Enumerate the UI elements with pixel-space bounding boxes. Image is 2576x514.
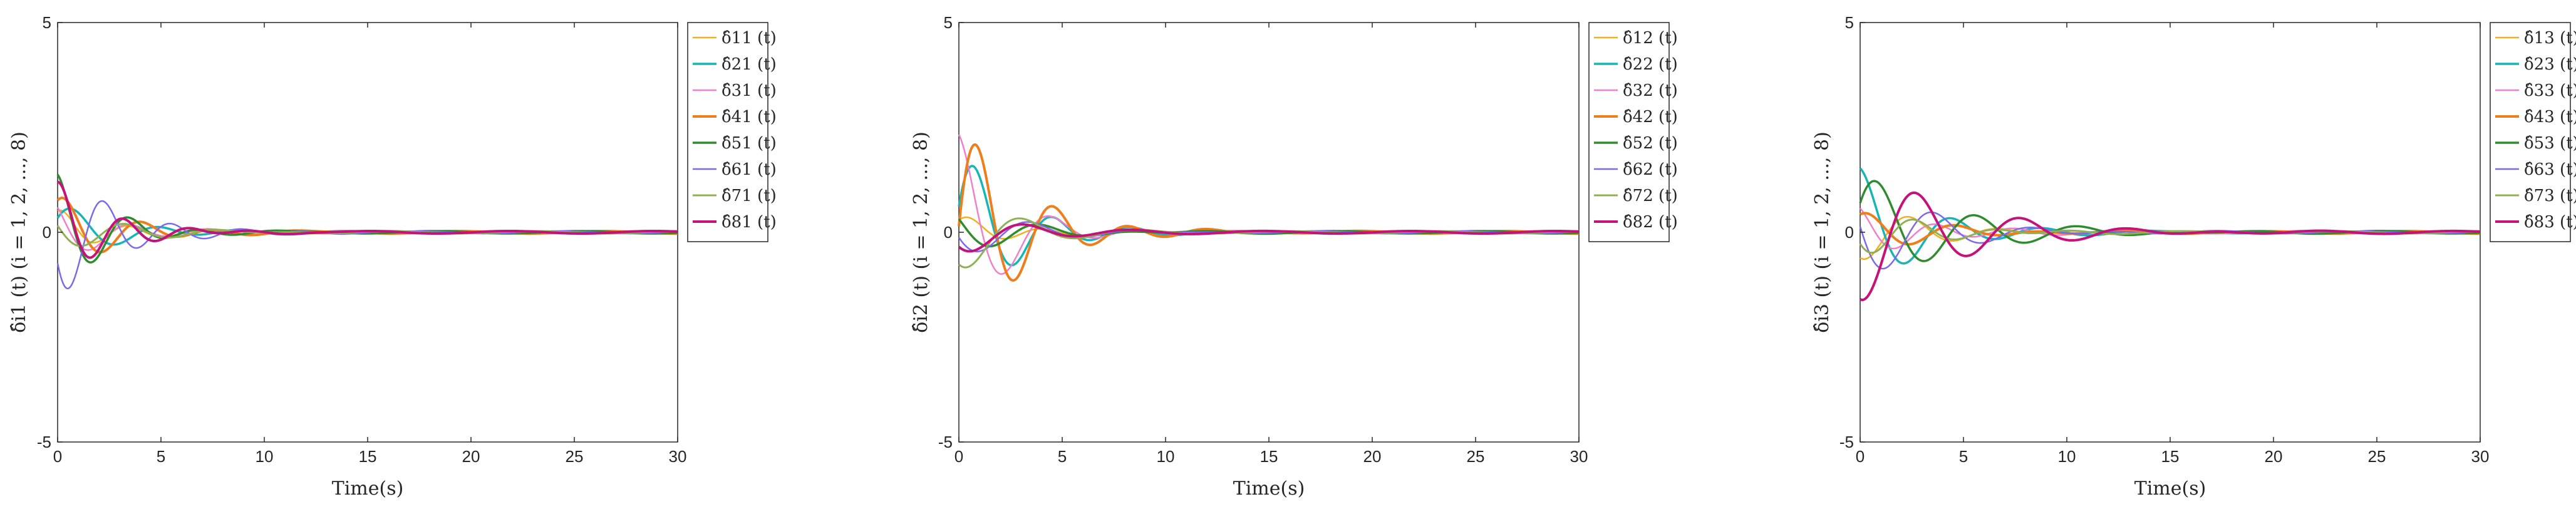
legend-label-6: δ̂62 (t) — [1623, 160, 1678, 179]
x-tick-label: 30 — [2471, 447, 2490, 466]
x-tick-label: 0 — [1856, 447, 1865, 466]
legend-label-5: δ̂51 (t) — [722, 134, 777, 153]
y-tick-label: 0 — [944, 223, 953, 242]
legend-label-3: δ̂31 (t) — [722, 81, 777, 100]
y-ticks-1: 5 0 -5 — [37, 13, 63, 451]
x-tick-label: 10 — [256, 447, 274, 466]
y-tick-label: 5 — [944, 13, 953, 32]
x-tick-label: 15 — [359, 447, 377, 466]
x-axis-label-2: Time(s) — [1233, 478, 1305, 500]
legend-label-4: δ̂42 (t) — [1623, 108, 1678, 126]
legend-label-2: δ̂23 (t) — [2524, 55, 2576, 74]
legend-entries-1: δ̂11 (t) δ̂21 (t) δ̂31 (t) δ̂41 (t) δ̂51 (t)… — [693, 29, 777, 232]
y-axis-label-3: δ̂i3 (t) (i = 1, 2, ..., 8) — [1811, 131, 1833, 333]
legend-2: δ̂12 (t) δ̂22 (t) δ̂32 (t) δ̂42 (t) δ̂52 (t)… — [1588, 22, 1678, 242]
chart-panel-2: 0 5 10 15 20 25 30 50-5 Time(s) δ̂i2 (t) (i = … — [910, 13, 1678, 500]
x-tick-label: 20 — [1363, 447, 1382, 466]
legend-label-7: δ̂73 (t) — [2524, 187, 2576, 205]
x-axis-label-3: Time(s) — [2134, 478, 2206, 500]
legend-label-8: δ̂82 (t) — [1623, 213, 1678, 232]
series-group-3 — [1859, 167, 2481, 302]
legend-label-8: δ̂81 (t) — [722, 213, 777, 232]
x-tick-label: 25 — [566, 447, 584, 466]
y-tick-label: 0 — [1845, 223, 1854, 242]
legend-label-7: δ̂71 (t) — [722, 187, 777, 205]
legend-label-2: δ̂21 (t) — [722, 55, 777, 74]
x-tick-label: 5 — [157, 447, 165, 466]
x-axis-label-1: Time(s) — [332, 478, 404, 500]
y-ticks-3: 5 0 -5 — [1839, 13, 1865, 451]
legend-label-4: δ̂41 (t) — [722, 108, 777, 126]
y-axis-label-2: δ̂i2 (t) (i = 1, 2, ..., 8) — [910, 131, 932, 333]
series-line-8 — [57, 180, 678, 259]
x-tick-label: 15 — [1260, 447, 1278, 466]
legend-label-3: δ̂32 (t) — [1623, 81, 1678, 100]
legend-label-6: δ̂63 (t) — [2524, 160, 2576, 179]
legend-label-7: δ̂72 (t) — [1623, 187, 1678, 205]
x-tick-label: 5 — [1058, 447, 1067, 466]
y-tick-label: -5 — [1839, 433, 1854, 451]
y-axis-label-1: δ̂i1 (t) (i = 1, 2, ..., 8) — [8, 131, 30, 333]
x-tick-label: 0 — [954, 447, 963, 466]
legend-entries-2: δ̂12 (t) δ̂22 (t) δ̂32 (t) δ̂42 (t) δ̂52 (t)… — [1594, 29, 1678, 232]
legend-label-4: δ̂43 (t) — [2524, 108, 2576, 126]
x-tick-label: 25 — [1467, 447, 1485, 466]
legend-label-2: δ̂22 (t) — [1623, 55, 1678, 74]
chart-panel-1: 0 5 10 15 20 25 30 50-5 Time(s) δ̂i1 (t) (i = … — [8, 13, 777, 500]
series-line-8 — [958, 223, 1580, 253]
legend-label-5: δ̂52 (t) — [1623, 134, 1678, 153]
x-tick-label: 25 — [2368, 447, 2386, 466]
legend-label-1: δ̂11 (t) — [722, 29, 777, 48]
series-group-1 — [56, 173, 678, 290]
legend-1: δ̂11 (t) δ̂21 (t) δ̂31 (t) δ̂41 (t) δ̂51 (t)… — [687, 22, 777, 242]
legend-label-3: δ̂33 (t) — [2524, 81, 2576, 100]
x-tick-label: 30 — [1570, 447, 1588, 466]
x-tick-label: 20 — [462, 447, 480, 466]
legend-entries-3: δ̂13 (t) δ̂23 (t) δ̂33 (t) δ̂43 (t) δ̂53 (t)… — [2495, 29, 2576, 232]
x-tick-label: 10 — [2058, 447, 2076, 466]
y-tick-label: -5 — [938, 433, 953, 451]
x-tick-label: 10 — [1157, 447, 1175, 466]
x-ticks-3: 0 5 10 15 20 25 30 — [1856, 23, 2490, 466]
legend-3: δ̂13 (t) δ̂23 (t) δ̂33 (t) δ̂43 (t) δ̂53 (t)… — [2490, 22, 2576, 242]
chart-panel-3: 0 5 10 15 20 25 30 50-5 Time(s) δ̂i3 (t) (i = … — [1811, 13, 2576, 500]
legend-box-2 — [1588, 22, 1670, 242]
x-tick-label: 0 — [53, 447, 62, 466]
legend-label-8: δ̂83 (t) — [2524, 213, 2576, 232]
y-tick-label: 5 — [43, 13, 51, 32]
y-tick-label: 5 — [1845, 13, 1854, 32]
y-tick-label: 0 — [43, 223, 51, 242]
series-group-2 — [958, 134, 1580, 282]
x-ticks-1: 0 5 10 15 20 25 30 — [53, 23, 687, 466]
y-tick-label: -5 — [37, 433, 51, 451]
x-tick-label: 15 — [2161, 447, 2180, 466]
x-tick-label: 5 — [1959, 447, 1968, 466]
legend-box-3 — [2490, 22, 2571, 242]
legend-label-5: δ̂53 (t) — [2524, 134, 2576, 153]
legend-label-1: δ̂12 (t) — [1623, 29, 1678, 48]
x-tick-label: 20 — [2265, 447, 2283, 466]
y-ticks-2: 5 0 -5 — [938, 13, 964, 451]
legend-box-1 — [687, 22, 768, 242]
legend-label-1: δ̂13 (t) — [2524, 29, 2576, 48]
x-tick-label: 30 — [669, 447, 687, 466]
series-line-6 — [56, 200, 678, 290]
legend-label-6: δ̂61 (t) — [722, 160, 777, 179]
series-line-8 — [1860, 191, 2481, 302]
x-ticks-2: 0 5 10 15 20 25 30 — [954, 23, 1588, 466]
